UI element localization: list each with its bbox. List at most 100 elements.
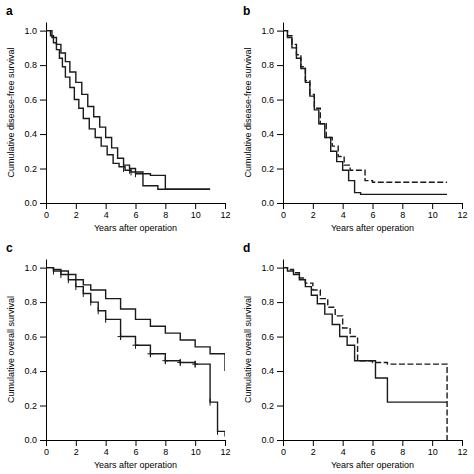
y-tick-mark [40, 302, 46, 303]
y-tick-label: 1.0 [261, 263, 274, 273]
survival-curve [283, 268, 447, 440]
plot: 0246810120.00.20.40.60.81.0Years after o… [6, 23, 231, 234]
x-tick-label: 6 [370, 447, 375, 457]
x-tick-label: 4 [341, 447, 346, 457]
y-tick-mark [40, 31, 46, 32]
y-tick-label: 0.8 [24, 60, 37, 70]
x-tick-mark [343, 203, 344, 209]
y-tick: 0.0 [261, 198, 283, 208]
censor-mark [129, 167, 130, 174]
x-tick: 0 [281, 203, 286, 220]
x-tick-label: 2 [74, 447, 79, 457]
x-tick-label: 2 [74, 210, 79, 220]
y-tick-label: 1.0 [24, 263, 37, 273]
y-tick-label: 0.6 [24, 95, 37, 105]
x-tick-label: 0 [44, 210, 49, 220]
x-tick: 6 [133, 203, 138, 220]
y-tick-label: 1.0 [24, 26, 37, 36]
y-tick-mark [40, 406, 46, 407]
x-axis-title: Years after operation [94, 460, 177, 470]
y-tick: 1.0 [261, 26, 283, 36]
x-tick: 0 [44, 440, 49, 457]
y-axis: 0.00.20.40.60.81.0 [24, 260, 46, 446]
censor-mark [123, 165, 124, 172]
x-tick: 4 [341, 440, 346, 457]
y-tick: 0.6 [261, 332, 283, 342]
y-tick-label: 0.0 [24, 198, 37, 208]
x-tick-label: 10 [191, 447, 201, 457]
panel: 0246810120.00.20.40.60.81.0Years after o… [243, 4, 468, 233]
x-tick: 4 [104, 440, 109, 457]
x-tick-label: 12 [220, 447, 230, 457]
y-tick-mark [40, 203, 46, 204]
y-tick: 0.4 [261, 129, 283, 139]
censor-mark [133, 342, 139, 348]
y-tick-mark [277, 31, 283, 32]
x-tick: 12 [220, 203, 230, 220]
censor-mark [131, 168, 132, 175]
x-tick-mark [225, 203, 226, 209]
x-tick-label: 8 [400, 447, 405, 457]
y-tick: 0.2 [24, 401, 46, 411]
y-tick: 0.2 [24, 164, 46, 174]
survival-curve [46, 31, 210, 190]
y-tick-mark [40, 337, 46, 338]
y-tick-mark [40, 268, 46, 269]
y-tick-label: 0.0 [261, 435, 274, 445]
x-tick: 0 [44, 203, 49, 220]
y-tick: 0.0 [24, 198, 46, 208]
y-tick-label: 0.2 [261, 401, 274, 411]
x-tick-mark [165, 440, 166, 446]
y-tick-mark [277, 406, 283, 407]
x-tick-mark [283, 203, 284, 209]
x-tick-label: 0 [44, 447, 49, 457]
panel-label: b [243, 4, 250, 18]
x-tick-label: 10 [428, 447, 438, 457]
y-tick-mark [277, 100, 283, 101]
y-tick: 0.6 [24, 95, 46, 105]
y-axis-line [283, 260, 284, 441]
y-tick-label: 0.8 [261, 297, 274, 307]
x-axis-title: Years after operation [94, 223, 177, 233]
x-tick: 2 [311, 440, 316, 457]
x-tick: 12 [457, 440, 467, 457]
x-tick: 4 [104, 203, 109, 220]
x-tick: 2 [74, 440, 79, 457]
x-axis-title: Years after operation [331, 223, 414, 233]
x-axis: 024681012 [281, 203, 468, 220]
survival-curve [46, 268, 225, 437]
censor-mark [83, 290, 84, 297]
y-tick-label: 0.6 [261, 332, 274, 342]
y-tick-label: 0.6 [24, 332, 37, 342]
x-tick: 10 [191, 440, 201, 457]
y-tick-mark [277, 302, 283, 303]
survival-curve [46, 268, 225, 371]
censor-mark [217, 428, 218, 435]
y-tick-label: 0.0 [261, 198, 274, 208]
x-axis: 024681012 [44, 203, 231, 220]
censor-mark [46, 264, 47, 271]
x-tick: 10 [428, 203, 438, 220]
x-tick-mark [283, 440, 284, 446]
y-tick-mark [277, 169, 283, 170]
x-tick-label: 12 [457, 210, 467, 220]
x-tick: 2 [74, 203, 79, 220]
x-tick: 6 [370, 203, 375, 220]
y-tick-label: 0.6 [261, 95, 274, 105]
y-tick: 0.6 [261, 95, 283, 105]
y-axis-line [46, 23, 47, 204]
y-axis: 0.00.20.40.60.81.0 [261, 23, 283, 209]
y-tick: 0.4 [24, 129, 46, 139]
x-tick-label: 4 [341, 210, 346, 220]
x-tick-label: 10 [191, 210, 201, 220]
y-tick-mark [277, 65, 283, 66]
censor-mark [135, 170, 136, 177]
y-tick: 0.8 [261, 297, 283, 307]
x-tick-label: 4 [104, 210, 109, 220]
y-tick-label: 0.4 [261, 366, 274, 376]
y-tick-label: 0.8 [24, 297, 37, 307]
censor-mark [192, 361, 198, 367]
x-tick-mark [432, 440, 433, 446]
x-tick-mark [343, 440, 344, 446]
x-tick-label: 2 [311, 210, 316, 220]
